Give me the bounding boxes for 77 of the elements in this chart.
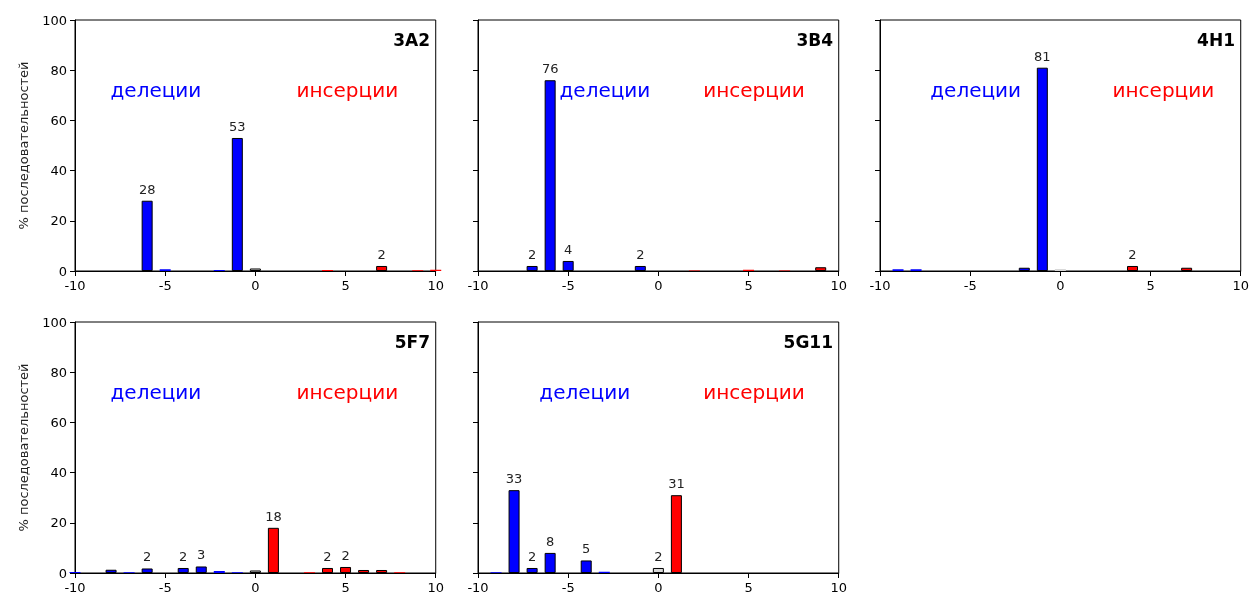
y-tick-label: 20 bbox=[50, 213, 67, 229]
text: 3A2 bbox=[393, 29, 431, 50]
annotation: делеции bbox=[110, 380, 202, 405]
data-label: 28 bbox=[138, 181, 156, 197]
y-tick-label: 40 bbox=[50, 163, 67, 179]
data-label: 3 bbox=[197, 547, 206, 563]
x-tick-label: 5 bbox=[744, 580, 753, 595]
data-label: 2 bbox=[527, 548, 537, 564]
annotation: делеции bbox=[539, 380, 631, 405]
x-tick-label: 5 bbox=[744, 278, 753, 293]
x-tick-label: 0 bbox=[1056, 278, 1065, 293]
x-tick-label: -10 bbox=[467, 580, 489, 595]
annotation: делеции bbox=[110, 78, 202, 103]
text: 5G11 bbox=[783, 331, 834, 352]
x-tick-label: 0 bbox=[251, 278, 260, 293]
annotation: инсерции bbox=[703, 380, 805, 405]
x-tick-label: -5 bbox=[561, 580, 575, 595]
text: 3B4 bbox=[796, 29, 834, 50]
y-tick-label: 80 bbox=[50, 62, 67, 78]
data-label: 2 bbox=[179, 548, 188, 564]
x-tick-label: -10 bbox=[64, 278, 86, 293]
y-tick-label: 80 bbox=[50, 364, 67, 380]
y-axis-title: % последовательностей bbox=[16, 61, 31, 230]
data-label: 2 bbox=[341, 547, 350, 563]
data-label: 76 bbox=[541, 61, 559, 77]
y-tick-label: 40 bbox=[50, 465, 67, 481]
y-tick-label: 0 bbox=[58, 263, 67, 279]
x-tick-label: -5 bbox=[158, 580, 172, 595]
x-tick-label: 0 bbox=[251, 580, 260, 595]
y-tick-label: 0 bbox=[58, 565, 67, 581]
x-tick-label: 10 bbox=[830, 278, 847, 293]
x-tick-label: -10 bbox=[64, 580, 86, 595]
annotation: инсерции bbox=[296, 78, 399, 103]
data-label: 2 bbox=[323, 548, 332, 564]
x-tick-label: 10 bbox=[830, 580, 847, 595]
x-tick-label: -10 bbox=[869, 278, 891, 293]
y-tick-label: 20 bbox=[50, 515, 67, 531]
y-tick-label: 60 bbox=[50, 112, 67, 128]
data-label: 4 bbox=[564, 241, 573, 257]
x-tick-label: -5 bbox=[158, 278, 172, 293]
data-label: 2 bbox=[1128, 246, 1137, 262]
data-label: 5 bbox=[582, 541, 591, 557]
data-label: 2 bbox=[636, 246, 645, 262]
data-label: 31 bbox=[668, 476, 685, 492]
x-tick-label: 5 bbox=[1146, 278, 1155, 293]
x-tick-label: 5 bbox=[341, 278, 350, 293]
x-tick-label: 0 bbox=[654, 580, 663, 595]
x-tick-label: -5 bbox=[963, 278, 977, 293]
annotation: делеции bbox=[930, 78, 1022, 103]
x-tick-label: -10 bbox=[467, 278, 489, 293]
annotation: делеции bbox=[559, 78, 651, 103]
y-axis-title: % последовательностей bbox=[16, 363, 31, 532]
data-label: 2 bbox=[654, 548, 663, 564]
x-tick-label: 10 bbox=[427, 278, 444, 293]
x-tick-label: 10 bbox=[427, 580, 444, 595]
x-tick-label: 10 bbox=[1232, 278, 1249, 293]
bar bbox=[213, 570, 225, 573]
annotation: инсерции bbox=[703, 78, 805, 103]
bar bbox=[1054, 268, 1066, 271]
data-label: 2 bbox=[377, 246, 386, 262]
y-tick-label: 100 bbox=[42, 314, 67, 330]
x-tick-label: 5 bbox=[341, 580, 350, 595]
data-label: 81 bbox=[1034, 48, 1051, 64]
text: 4H1 bbox=[1197, 29, 1236, 50]
annotation: инсерции bbox=[296, 380, 399, 405]
x-tick-label: -5 bbox=[561, 278, 575, 293]
y-tick-label: 100 bbox=[42, 12, 67, 28]
text: 5F7 bbox=[394, 331, 431, 352]
y-tick-label: 60 bbox=[50, 414, 67, 430]
annotation: инсерции bbox=[1112, 78, 1215, 103]
data-label: 2 bbox=[143, 549, 152, 565]
data-label: 8 bbox=[546, 533, 555, 549]
data-label: 2 bbox=[527, 246, 537, 262]
data-label: 33 bbox=[505, 471, 523, 487]
data-label: 18 bbox=[265, 508, 282, 524]
x-tick-label: 0 bbox=[654, 278, 663, 293]
data-label: 53 bbox=[229, 118, 246, 134]
